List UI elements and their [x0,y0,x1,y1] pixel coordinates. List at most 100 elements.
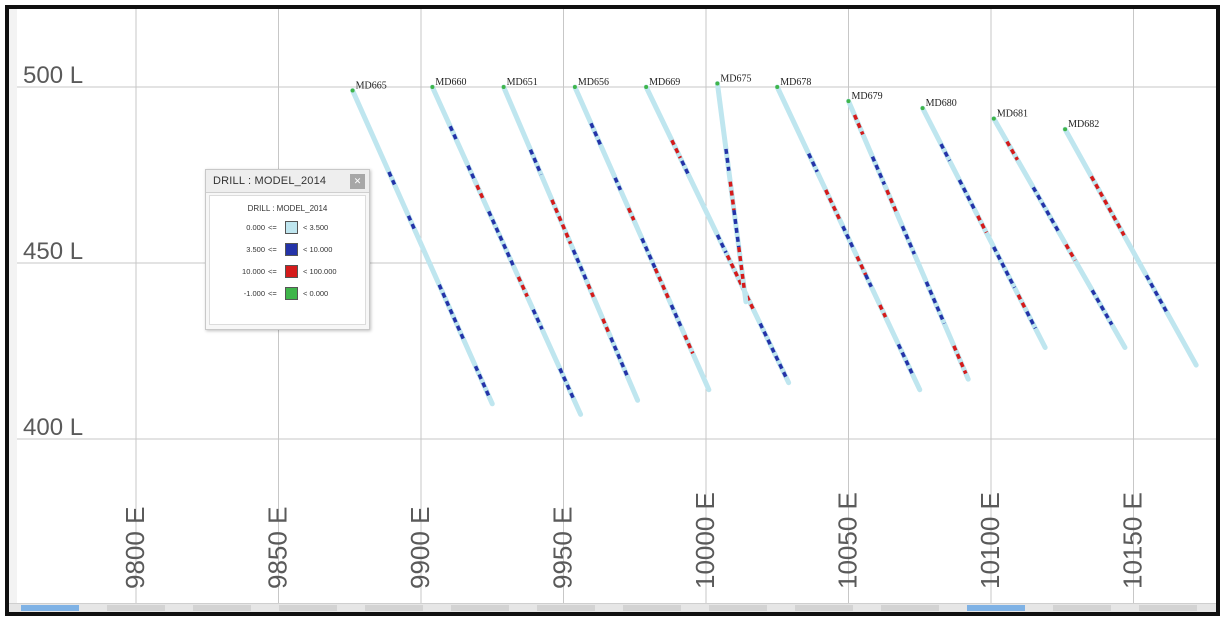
legend-swatch [285,287,298,300]
drillhole-trace [350,88,495,407]
drillhole-traces: MD665 MD660 MD651 MD656 MD669 MD675 MD678 MD679… [350,73,1199,417]
grade-interval-mid [669,304,684,330]
status-bar-segment[interactable] [709,605,767,611]
hole-label: MD665 [356,81,387,92]
drillhole-trace [1062,126,1199,368]
grade-interval-mid [571,249,589,282]
legend-row: 10.000 <= < 100.000 [210,264,365,280]
grade-interval-high [586,283,596,298]
grade-interval-high [1064,243,1077,262]
x-tick-label: 10100 E [975,492,1005,589]
legend-body: DRILL : MODEL_2014 0.000 <= < 3.500 3.50… [209,195,366,325]
collar-marker [715,81,720,86]
legend-row-low: -1.000 [243,289,265,298]
y-tick-label: 400 L [23,414,83,441]
grade-interval-mid [437,284,466,342]
hole-label: MD656 [578,77,609,88]
hole-label: MD660 [435,77,466,88]
collar-marker [920,106,925,111]
status-bar-segment[interactable] [795,605,853,611]
x-tick-label: 10150 E [1118,492,1148,589]
grade-interval-high [885,189,898,214]
legend-row-high: < 0.000 [303,289,329,298]
legend-panel[interactable]: DRILL : MODEL_2014 ✕ DRILL : MODEL_2014 … [205,169,370,330]
status-bar-segment[interactable] [967,605,1025,611]
legend-row-operator: <= [268,223,277,232]
x-axis-labels: 9800 E 9850 E 9900 E 9950 E 10000 E 10050 E 10… [120,492,1148,589]
close-icon[interactable]: ✕ [350,174,365,189]
collar-marker [991,116,996,121]
x-tick-label: 9950 E [548,507,578,589]
drillhole: MD678 [774,77,923,393]
status-bar-segment[interactable] [193,605,251,611]
grade-interval-mid [528,148,543,176]
status-bar-segment[interactable] [881,605,939,611]
grade-interval-mid [939,143,952,162]
drillhole: MD679 [846,91,971,382]
grade-interval-mid [1144,274,1169,315]
hole-label: MD682 [1068,119,1099,130]
x-tick-label: 9850 E [263,507,293,589]
grade-interval-high [855,255,868,276]
legend-titlebar[interactable]: DRILL : MODEL_2014 ✕ [206,170,369,193]
hole-label: MD679 [852,91,883,102]
drillhole-trace [846,98,971,382]
status-bar-segment[interactable] [623,605,681,611]
status-bar-segment[interactable] [107,605,165,611]
x-tick-label: 10050 E [833,492,863,589]
drillhole: MD651 [501,77,641,403]
grade-interval-mid [448,125,460,144]
legend-row: 3.500 <= < 10.000 [210,242,365,258]
section-plot[interactable]: MD665 MD660 MD651 MD656 MD669 MD675 MD678 MD679… [9,9,1216,612]
legend-row-high: < 10.000 [303,245,333,254]
collar-marker [350,88,355,93]
drillhole: MD656 [572,77,712,393]
grade-interval-mid [609,336,629,376]
legend-row: -1.000 <= < 0.000 [210,286,365,302]
grade-interval-mid [473,365,492,399]
grade-interval-mid [387,171,397,186]
y-tick-label: 450 L [23,238,83,265]
grade-interval-mid [680,160,691,177]
grade-interval-mid [924,281,946,325]
grade-interval-mid [466,164,477,183]
grade-interval-mid [724,148,731,172]
grade-interval-high [878,304,888,318]
grade-interval-high [728,181,736,211]
legend-swatch [285,243,298,256]
drillhole: MD681 [991,109,1128,350]
grade-interval-mid [1025,310,1037,330]
legend-row-low: 0.000 [246,223,265,232]
grade-interval-high [626,207,636,221]
status-bar-segment[interactable] [21,605,79,611]
collar-marker [644,85,649,89]
x-tick-label: 10000 E [690,492,720,589]
hole-label: MD680 [926,98,957,109]
y-tick-label: 500 L [23,62,83,89]
grade-interval-high [516,276,529,298]
status-bar-segment[interactable] [537,605,595,611]
legend-swatch [285,221,298,234]
status-bar-segment[interactable] [451,605,509,611]
status-bar-segment[interactable] [365,605,423,611]
legend-row-high: < 3.500 [303,223,329,232]
status-bar-segment[interactable] [1053,605,1111,611]
grade-interval-mid [406,215,418,233]
collar-marker [846,99,851,104]
grade-interval-mid [992,246,1017,289]
collar-marker [501,85,506,89]
grade-interval-high [1089,175,1126,237]
x-tick-label: 9800 E [120,507,150,589]
drillhole: MD669 [643,77,792,386]
legend-row-operator: <= [268,267,277,276]
status-bar-segment[interactable] [1139,605,1197,611]
grade-interval-high [670,139,682,159]
grade-interval-mid [1090,289,1114,326]
grid-lines [17,9,1216,612]
legend-row-high: < 100.000 [303,267,337,276]
grade-interval-high [683,334,695,355]
grade-interval-high [550,199,573,245]
grade-interval-mid [640,237,657,270]
status-bar-segment[interactable] [279,605,337,611]
grade-interval-mid [558,367,577,402]
